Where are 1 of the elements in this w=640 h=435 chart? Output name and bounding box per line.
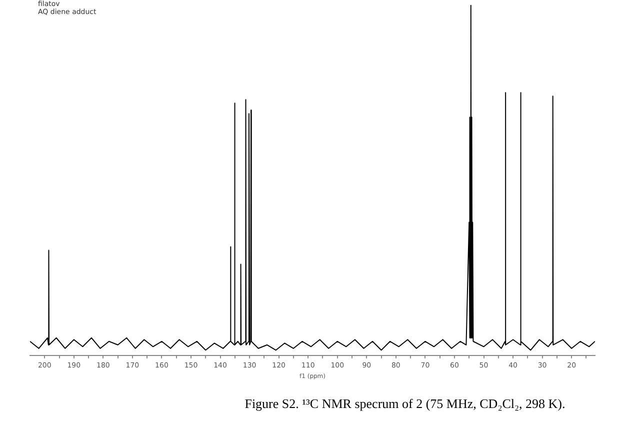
caption: Figure S2. ¹³C NMR specrum of 2 (75 MHz, CD₂Cl₂, 298 K). [244,396,566,412]
